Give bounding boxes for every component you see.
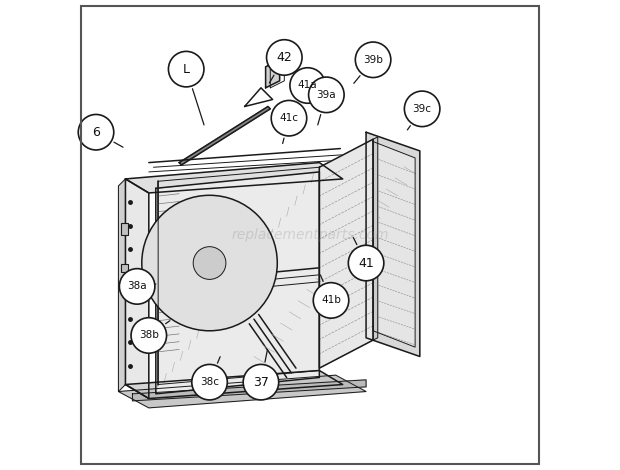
Polygon shape [125, 163, 343, 193]
Text: 38c: 38c [200, 377, 219, 387]
Polygon shape [125, 370, 343, 399]
Text: 6: 6 [92, 125, 100, 139]
Polygon shape [118, 375, 366, 408]
Polygon shape [265, 60, 280, 88]
Circle shape [355, 42, 391, 78]
Polygon shape [179, 107, 270, 165]
Circle shape [243, 364, 279, 400]
Circle shape [313, 282, 349, 318]
Circle shape [404, 91, 440, 126]
Circle shape [142, 196, 277, 331]
Text: 38a: 38a [127, 282, 147, 291]
FancyBboxPatch shape [121, 264, 128, 273]
Text: 37: 37 [253, 376, 269, 389]
Circle shape [169, 51, 204, 87]
Circle shape [193, 247, 226, 279]
Polygon shape [125, 179, 149, 399]
Text: 39a: 39a [317, 90, 336, 100]
Circle shape [120, 269, 155, 304]
Polygon shape [118, 179, 125, 392]
Text: 41a: 41a [298, 80, 317, 91]
Text: 38b: 38b [139, 330, 159, 340]
Text: 39b: 39b [363, 55, 383, 65]
Text: 39c: 39c [413, 104, 432, 114]
FancyBboxPatch shape [121, 223, 128, 235]
Circle shape [192, 364, 228, 400]
Circle shape [271, 101, 307, 136]
Circle shape [267, 39, 302, 75]
Text: L: L [183, 63, 190, 76]
Polygon shape [373, 137, 378, 340]
Circle shape [348, 245, 384, 281]
Text: 41b: 41b [321, 296, 341, 306]
Polygon shape [373, 141, 415, 347]
Circle shape [78, 115, 113, 150]
Text: replacementparts.com: replacementparts.com [231, 228, 389, 242]
Polygon shape [366, 132, 420, 356]
Polygon shape [156, 172, 319, 394]
Polygon shape [133, 380, 366, 401]
Text: 42: 42 [277, 51, 292, 64]
Circle shape [290, 68, 326, 103]
Text: 41c: 41c [280, 113, 298, 123]
Polygon shape [319, 139, 373, 368]
Circle shape [309, 77, 344, 113]
Text: 41: 41 [358, 257, 374, 269]
Circle shape [131, 318, 167, 353]
